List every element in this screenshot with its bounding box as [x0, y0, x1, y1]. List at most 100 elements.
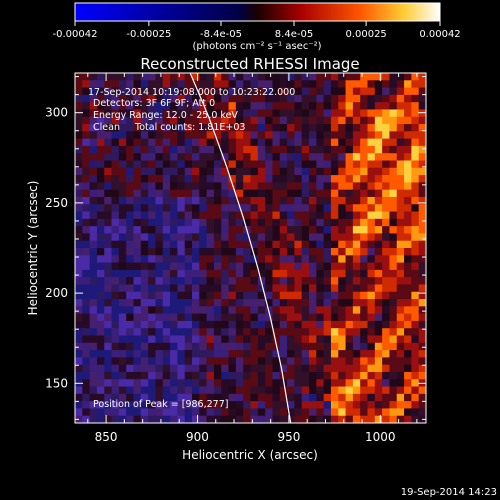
heatmap-cell — [389, 167, 398, 176]
heatmap-cell — [279, 211, 288, 220]
heatmap-cell — [118, 320, 127, 329]
heatmap-cell — [352, 138, 361, 147]
heatmap-cell — [382, 240, 390, 249]
heatmap-cell — [184, 211, 193, 220]
heatmap-cell — [323, 182, 332, 191]
heatmap-cell — [155, 153, 164, 161]
heatmap-cell — [140, 218, 149, 227]
heatmap-cell — [294, 109, 303, 118]
heatmap-cell — [177, 124, 186, 132]
heatmap-cell — [148, 277, 156, 285]
heatmap-cell — [221, 138, 229, 147]
heatmap-cell — [352, 320, 361, 329]
heatmap-cell — [265, 124, 273, 132]
heatmap-cell — [250, 313, 259, 322]
heatmap-cell — [104, 124, 112, 132]
heatmap-cell — [213, 233, 222, 242]
heatmap-cell — [133, 393, 142, 402]
heatmap-cell — [155, 109, 164, 118]
heatmap-cell — [374, 196, 383, 205]
heatmap-cell — [104, 306, 112, 315]
heatmap-cell — [213, 342, 222, 351]
heatmap-cell — [330, 204, 339, 212]
heatmap-cell — [89, 401, 98, 409]
heatmap-cell — [257, 379, 266, 387]
heatmap-cell — [199, 255, 208, 263]
heatmap-cell — [279, 371, 288, 380]
heatmap-cell — [148, 291, 156, 300]
heatmap-cell — [374, 269, 383, 278]
heatmap-cell — [206, 284, 215, 293]
heatmap-cell — [111, 102, 120, 110]
heatmap-cell — [170, 291, 178, 300]
heatmap-cell — [126, 138, 134, 147]
heatmap-cell — [396, 189, 405, 198]
heatmap-cell — [118, 160, 127, 169]
heatmap-cell — [177, 277, 186, 285]
heatmap-cell — [228, 364, 237, 373]
heatmap-cell — [272, 408, 281, 417]
heatmap-cell — [243, 328, 251, 336]
heatmap-cell — [309, 240, 317, 249]
heatmap-cell — [148, 342, 156, 351]
heatmap-cell — [213, 80, 222, 88]
heatmap-cell — [89, 73, 98, 81]
heatmap-cell — [155, 248, 164, 256]
heatmap-cell — [96, 320, 105, 329]
heatmap-cell — [301, 145, 310, 154]
heatmap-cell — [148, 335, 156, 344]
heatmap-cell — [316, 342, 325, 351]
heatmap-cell — [316, 277, 325, 285]
heatmap-cell — [118, 145, 127, 154]
heatmap-cell — [411, 320, 420, 329]
heatmap-cell — [404, 379, 412, 387]
heatmap-cell — [126, 320, 134, 329]
heatmap-cell — [316, 248, 325, 256]
heatmap-cell — [228, 408, 237, 417]
heatmap-cell — [148, 87, 156, 96]
heatmap-cell — [75, 102, 83, 110]
heatmap-cell — [243, 131, 251, 140]
heatmap-cell — [352, 167, 361, 176]
heatmap-cell — [96, 335, 105, 344]
heatmap-cell — [360, 364, 368, 373]
heatmap-cell — [192, 328, 200, 336]
heatmap-cell — [104, 233, 112, 242]
heatmap-cell — [75, 357, 83, 366]
heatmap-cell — [374, 109, 383, 118]
heatmap-cell — [279, 393, 288, 402]
heatmap-cell — [396, 226, 405, 234]
heatmap-cell — [330, 291, 339, 300]
heatmap-cell — [104, 269, 112, 278]
heatmap-cell — [126, 233, 134, 242]
heatmap-cell — [206, 138, 215, 147]
heatmap-cell — [82, 313, 91, 322]
heatmap-cell — [221, 269, 229, 278]
heatmap-cell — [75, 160, 83, 169]
heatmap-cell — [309, 73, 317, 81]
heatmap-cell — [177, 415, 186, 423]
heatmap-cell — [272, 291, 281, 300]
heatmap-cell — [418, 211, 426, 220]
heatmap-cell — [374, 328, 383, 336]
heatmap-cell — [96, 255, 105, 263]
heatmap-cell — [316, 350, 325, 358]
heatmap-cell — [213, 313, 222, 322]
heatmap-cell — [279, 145, 288, 154]
heatmap-cell — [89, 415, 98, 423]
heatmap-cell — [89, 116, 98, 125]
heatmap-cell — [279, 328, 288, 336]
heatmap-cell — [345, 153, 354, 161]
heatmap-cell — [418, 102, 426, 110]
heatmap-cell — [155, 80, 164, 88]
heatmap-cell — [294, 379, 303, 387]
heatmap-cell — [162, 350, 171, 358]
heatmap-cell — [272, 357, 281, 366]
heatmap-cell — [228, 102, 237, 110]
heatmap-cell — [360, 291, 368, 300]
heatmap-cell — [389, 350, 398, 358]
heatmap-cell — [330, 277, 339, 285]
heatmap-cell — [184, 401, 193, 409]
heatmap-cell — [272, 386, 281, 395]
